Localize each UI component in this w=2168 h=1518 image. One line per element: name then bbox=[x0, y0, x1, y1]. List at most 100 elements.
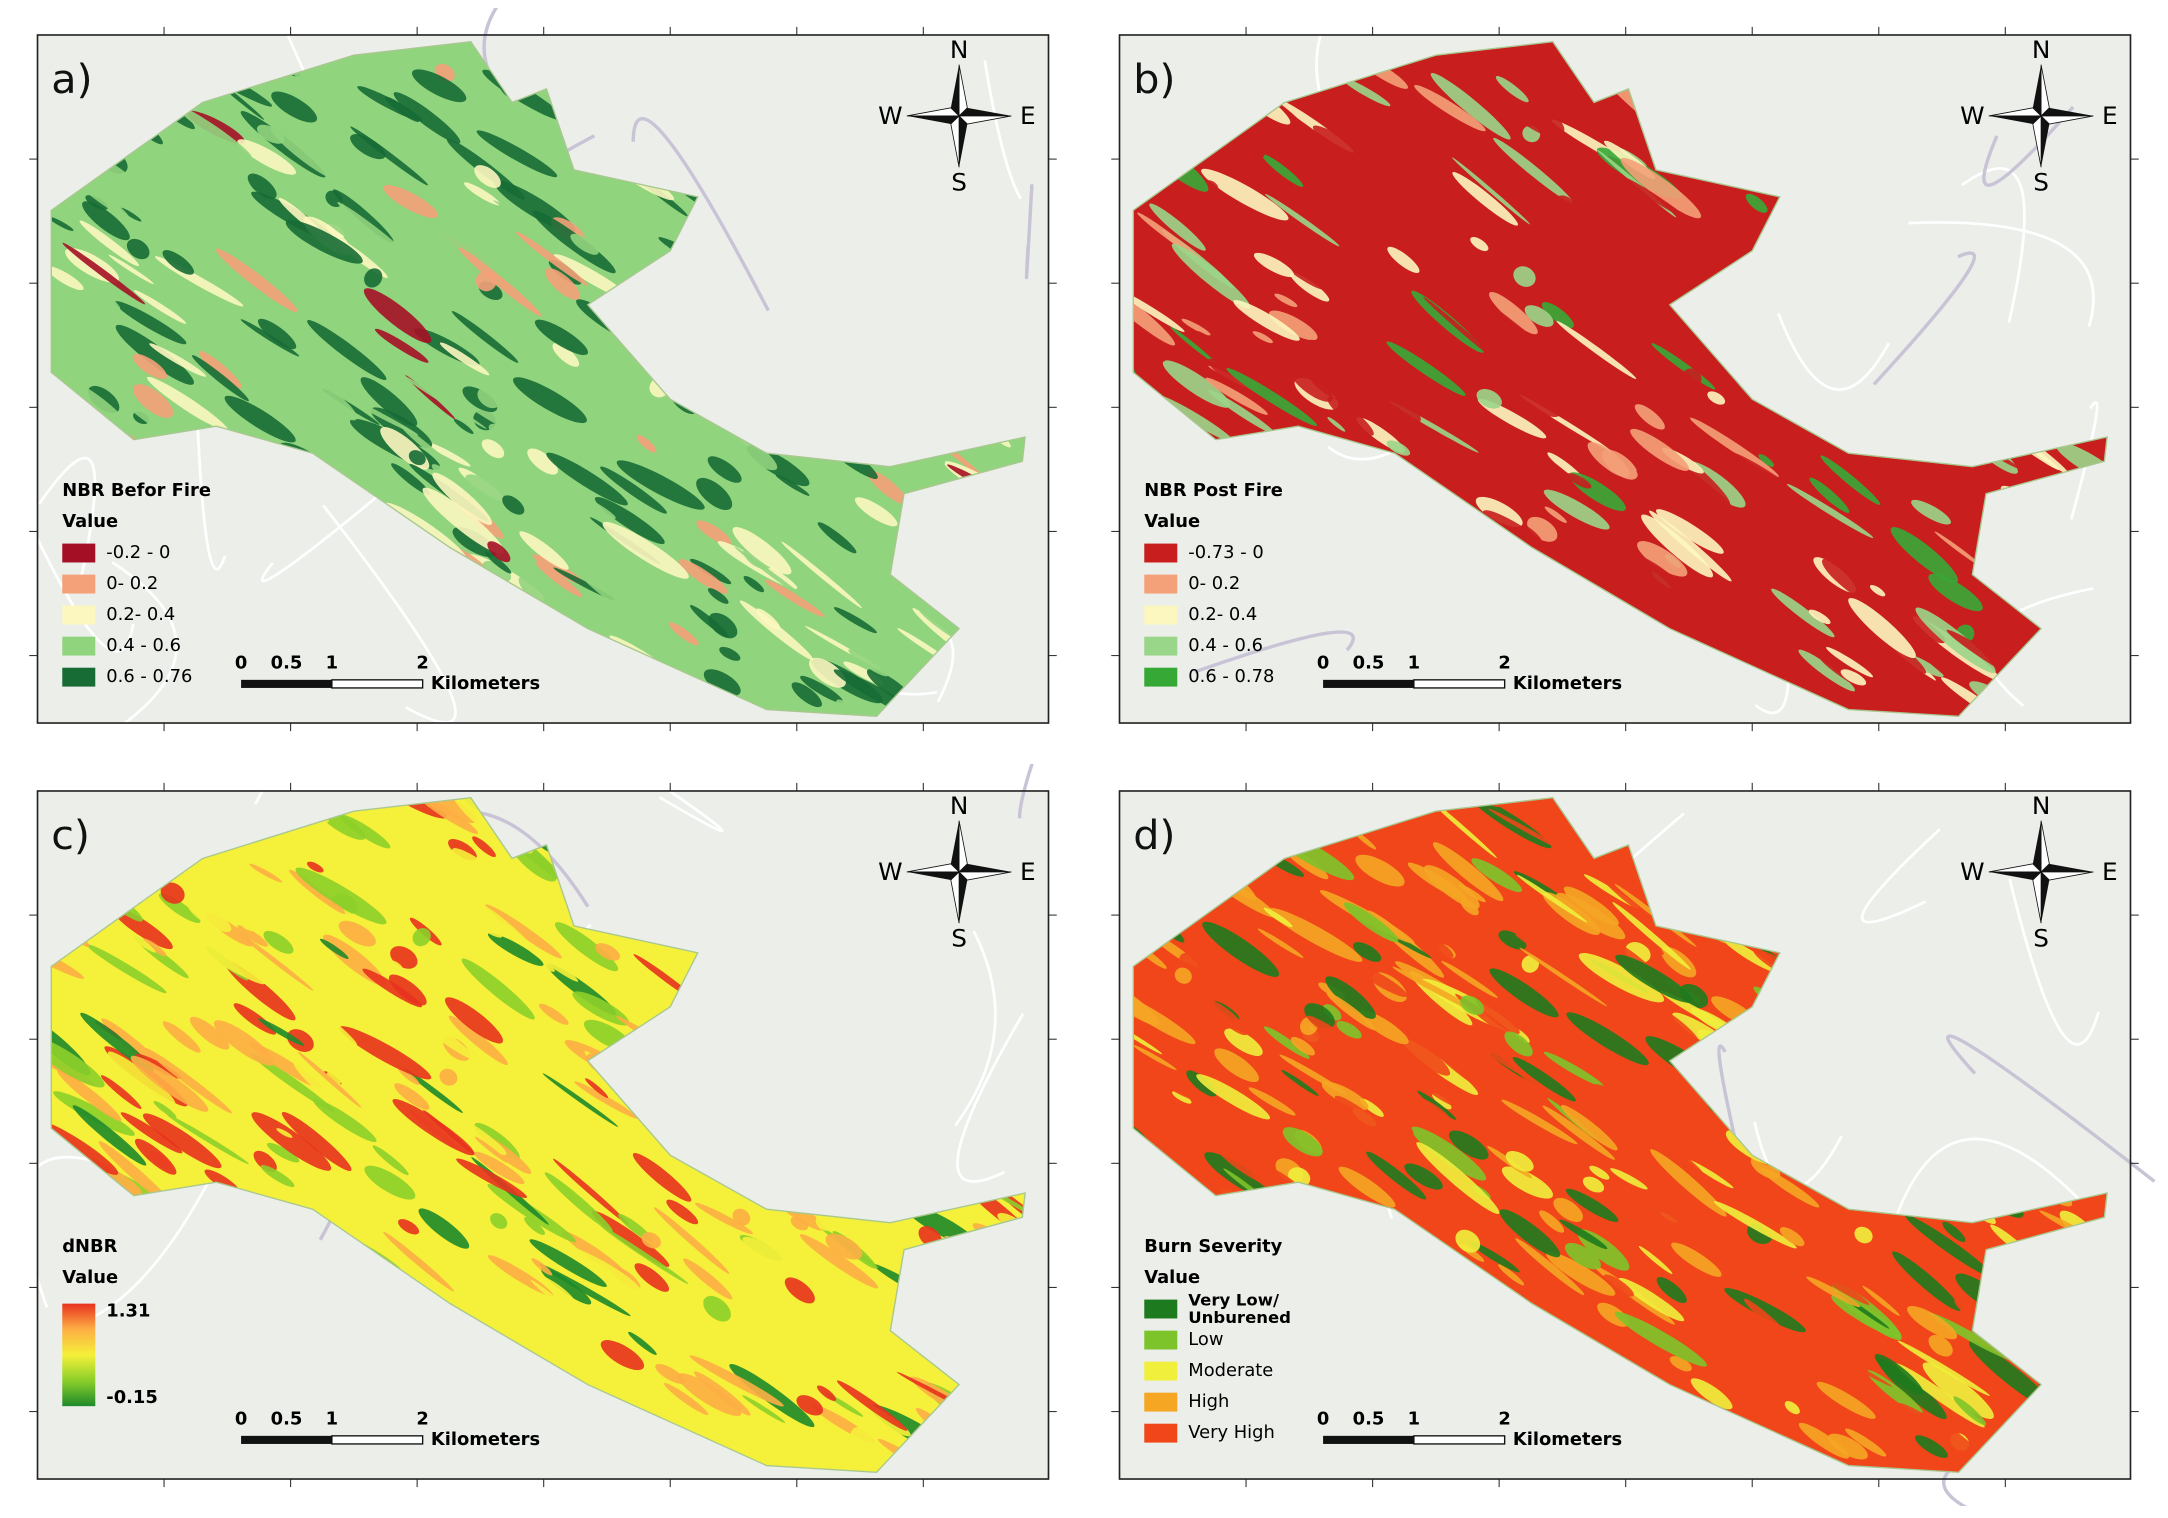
legend-ramp bbox=[62, 1303, 96, 1407]
burn-patch bbox=[487, 541, 511, 563]
scale-unit: Kilometers bbox=[431, 1430, 540, 1450]
burn-patch bbox=[1553, 337, 1623, 377]
burn-patch bbox=[237, 925, 268, 947]
burn-patch bbox=[384, 96, 420, 122]
burn-patch bbox=[1449, 832, 1477, 857]
burn-patch bbox=[1589, 1165, 1610, 1180]
scale-unit: Kilometers bbox=[1513, 674, 1622, 694]
burn-patch bbox=[493, 200, 571, 250]
burn-patch bbox=[1381, 1065, 1411, 1091]
burn-patch bbox=[742, 1236, 798, 1278]
burn-patch bbox=[452, 848, 501, 883]
burn-patch bbox=[591, 1210, 670, 1267]
burn-patch bbox=[392, 1099, 475, 1156]
burn-patch bbox=[1460, 899, 1479, 916]
burn-patch bbox=[512, 377, 587, 424]
burn-patch bbox=[255, 358, 324, 418]
burn-patch bbox=[237, 932, 314, 991]
burn-patch bbox=[703, 669, 741, 696]
basemap-road bbox=[2008, 878, 2100, 1046]
legend-swatch bbox=[1144, 1392, 1178, 1412]
burn-patch bbox=[1542, 1105, 1616, 1160]
burn-patch bbox=[1398, 1091, 1450, 1122]
burn-patch bbox=[1820, 455, 1881, 505]
burn-patch bbox=[448, 1015, 508, 1065]
burn-patch bbox=[1452, 157, 1531, 225]
burn-patch bbox=[1892, 509, 1914, 530]
burn-patch bbox=[1638, 1245, 1673, 1275]
burn-patch bbox=[1423, 296, 1500, 363]
compass-e: E bbox=[2102, 101, 2118, 130]
burn-patch bbox=[1482, 510, 1549, 552]
burn-patch bbox=[1630, 428, 1690, 471]
burn-patch bbox=[1336, 1020, 1362, 1039]
burn-patch bbox=[1493, 137, 1573, 203]
burn-patch bbox=[1162, 287, 1189, 312]
burn-patch bbox=[1460, 995, 1485, 1015]
burn-patch bbox=[363, 288, 432, 344]
legend-high: 1.31 bbox=[106, 1302, 150, 1322]
burn-patch bbox=[1541, 302, 1574, 329]
burn-patch bbox=[1224, 1028, 1263, 1056]
north-arrow: N S W E bbox=[1960, 35, 2118, 196]
burn-patch bbox=[653, 1207, 730, 1274]
legend-label: 0.4 - 0.6 bbox=[106, 636, 181, 656]
legend-swatch bbox=[1144, 636, 1178, 656]
burn-patch bbox=[1773, 1191, 1844, 1246]
burn-patch bbox=[1314, 344, 1382, 389]
burn-patch bbox=[1771, 588, 1835, 638]
burn-patch bbox=[1196, 330, 1233, 358]
burn-patch bbox=[524, 1217, 545, 1235]
burn-patch bbox=[271, 91, 318, 123]
burn-patch bbox=[120, 207, 142, 222]
burn-patch bbox=[247, 173, 277, 199]
burn-patch bbox=[1300, 985, 1318, 1000]
scale-black bbox=[1323, 679, 1414, 688]
burn-patch bbox=[1387, 246, 1420, 273]
burn-patch bbox=[1501, 1099, 1578, 1145]
burn-patch bbox=[1279, 1054, 1348, 1095]
north-arrow: N S W E bbox=[1960, 791, 2118, 952]
burn-patch bbox=[1642, 194, 1681, 225]
burn-patch bbox=[458, 247, 542, 317]
burn-patch bbox=[362, 968, 423, 1008]
basemap-road bbox=[254, 764, 284, 805]
compass-s: S bbox=[2033, 168, 2049, 197]
burn-patch bbox=[1806, 1276, 1861, 1308]
basemap-road bbox=[658, 786, 724, 833]
burn-patch bbox=[1498, 1264, 1525, 1286]
burn-patch bbox=[1756, 1273, 1806, 1311]
burn-patch bbox=[1620, 175, 1687, 219]
burn-patch bbox=[213, 1020, 275, 1066]
legend-label: -0.2 - 0 bbox=[106, 543, 170, 563]
burn-patch bbox=[476, 130, 558, 178]
burn-patch bbox=[1636, 556, 1700, 611]
burn-patch bbox=[1257, 928, 1304, 958]
burn-patch bbox=[364, 1165, 416, 1200]
basemap-road bbox=[1872, 251, 1977, 386]
burn-patch bbox=[1934, 531, 1983, 567]
map-panel: a) N S W E NBR Befor Fire Value -0.2 - 0 0- 0.2 0… bbox=[10, 8, 1057, 744]
burn-patch bbox=[1133, 1101, 1180, 1140]
burn-patch bbox=[1808, 609, 1831, 625]
burn-patch bbox=[1281, 1069, 1319, 1096]
burn-patch bbox=[1452, 172, 1518, 226]
burn-patch bbox=[1609, 1050, 1672, 1090]
burn-patch bbox=[594, 496, 665, 545]
burn-patch bbox=[58, 376, 128, 429]
burn-patch bbox=[1505, 1150, 1534, 1172]
burn-patch bbox=[1348, 168, 1403, 203]
burn-patch bbox=[1878, 1340, 1923, 1378]
burn-patch bbox=[1355, 1078, 1415, 1125]
burn-patch bbox=[517, 1093, 547, 1118]
burn-patch bbox=[1681, 218, 1726, 246]
legend-label: 0.2- 0.4 bbox=[1188, 605, 1257, 625]
burn-patch bbox=[1529, 344, 1576, 377]
burn-patch bbox=[1686, 398, 1723, 426]
burn-patch bbox=[444, 997, 504, 1044]
burn-patch bbox=[2059, 1187, 2108, 1239]
burn-patch bbox=[1781, 446, 1810, 467]
legend-swatch bbox=[1144, 543, 1178, 563]
burn-patch bbox=[391, 463, 431, 496]
